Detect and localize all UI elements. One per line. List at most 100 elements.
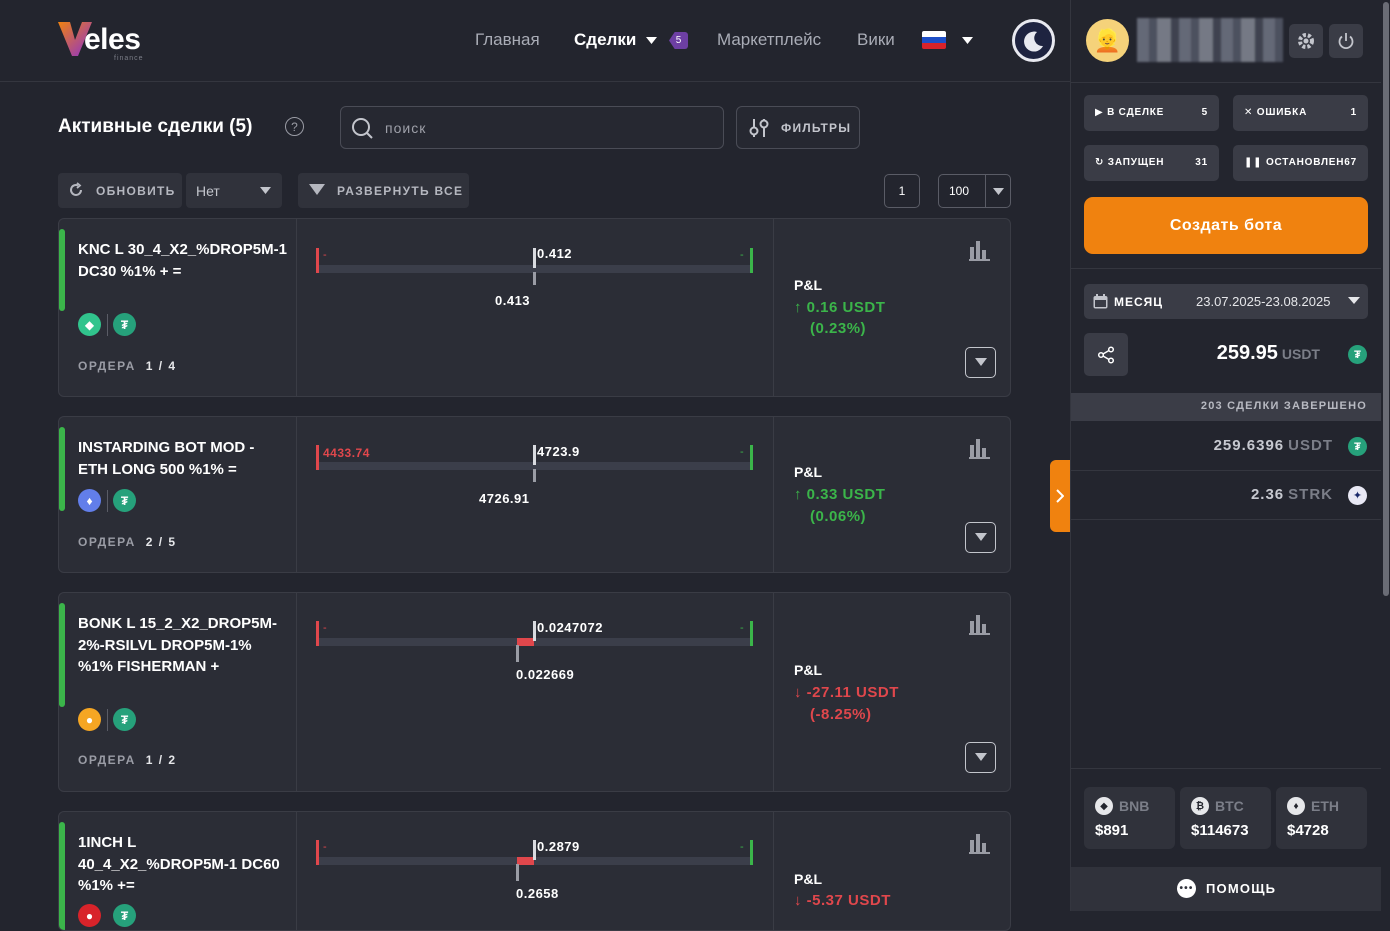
current-price: 0.0247072 (537, 620, 603, 635)
pnl-percent: (-8.25%) (810, 706, 872, 723)
status-running-button[interactable]: ↻ ЗАПУЩЕН 31 (1084, 145, 1219, 181)
stop-loss-label: - (323, 622, 327, 634)
profit-row-strk: 2.36 STRK ✦ (1071, 471, 1381, 520)
stop-loss-label: 4433.74 (323, 446, 370, 460)
page-title: Активные сделки (5) (58, 116, 253, 137)
current-price-marker (533, 621, 536, 641)
page-scrollbar[interactable] (1381, 0, 1390, 911)
chart-bars-icon[interactable] (969, 241, 991, 261)
profit-row-usdt: 259.6396 USDT ₮ (1071, 422, 1381, 471)
filter-sliders-icon (749, 119, 769, 137)
theme-toggle-moon-icon[interactable] (1012, 19, 1055, 62)
nav-home[interactable]: Главная (475, 30, 540, 49)
status-in-deal-button[interactable]: ▶ В СДЕЛКЕ 5 (1084, 95, 1219, 131)
refresh-icon (70, 182, 82, 196)
current-price: 0.2879 (537, 839, 580, 854)
expand-deal-button[interactable] (965, 522, 996, 553)
stop-loss-marker (316, 621, 319, 646)
entry-price-marker (516, 645, 519, 662)
share-icon[interactable] (1084, 333, 1128, 376)
top-header: eles finance Главная Сделки 5 Маркетплей… (0, 0, 1070, 82)
deal-name[interactable]: 1INCH L 40_4_X2_%DROP5M-1 DC60 %1% += (78, 834, 280, 894)
take-profit-label: - (740, 622, 744, 634)
help-button[interactable]: ••• ПОМОЩЬ (1071, 867, 1381, 911)
loss-fill (517, 857, 534, 865)
bonk-coin-icon: ● (78, 708, 101, 731)
deal-status-bar (59, 427, 65, 511)
period-label: МЕСЯЦ (1114, 295, 1164, 309)
chevron-down-icon (974, 753, 987, 761)
nav-deals[interactable]: Сделки (574, 30, 637, 49)
eth-coin-icon: ♦ (1287, 797, 1305, 815)
deal-name[interactable]: KNC L 30_4_X2_%DROP5M-1 DC30 %1% + = (78, 241, 287, 280)
user-avatar[interactable]: 👱 (1086, 19, 1129, 62)
chevron-down-icon (1348, 297, 1360, 304)
pnl-value: ↑ 0.33 USDT (794, 486, 886, 503)
expand-deal-button[interactable] (965, 742, 996, 773)
refresh-icon: ↻ (1095, 157, 1108, 168)
deal-orders: ОРДЕРА 2 / 5 (78, 535, 177, 549)
take-profit-marker (750, 621, 753, 646)
strk-coin-icon: ✦ (1348, 486, 1367, 505)
deals-dropdown-icon[interactable] (646, 37, 657, 45)
stop-loss-marker (316, 445, 319, 470)
chart-bars-icon[interactable] (969, 439, 991, 459)
page-number-button[interactable]: 1 (884, 174, 920, 208)
refresh-label: ОБНОВИТЬ (96, 184, 176, 198)
username-blurred (1137, 18, 1283, 62)
right-sidebar: 👱 ▶ В СДЕЛКЕ 5 ✕ ОШИБКА 1 ↻ ЗАПУЩЕН 31 ❚… (1070, 0, 1381, 911)
nav-wiki[interactable]: Вики (857, 30, 895, 49)
chat-bubble-icon: ••• (1177, 879, 1196, 898)
period-select[interactable]: МЕСЯЦ 23.07.2025-23.08.2025 (1084, 284, 1368, 319)
chart-bars-icon[interactable] (969, 834, 991, 854)
usdt-coin-icon: ₮ (113, 904, 136, 927)
status-error-button[interactable]: ✕ ОШИБКА 1 (1233, 95, 1368, 131)
usdt-coin-icon: ₮ (113, 708, 136, 731)
per-page-select[interactable]: 100 (938, 174, 1011, 208)
expand-all-label: РАЗВЕРНУТЬ ВСЕ (337, 184, 464, 198)
create-bot-button[interactable]: Создать бота (1084, 197, 1368, 254)
take-profit-label: - (740, 841, 744, 853)
deal-orders: ОРДЕРА 1 / 4 (78, 359, 177, 373)
deal-name[interactable]: BONK L 15_2_X2_DROP5M-2%-RSILVL DROP5M-1… (78, 615, 277, 675)
language-dropdown-icon[interactable] (962, 37, 973, 45)
deal-status-bar (59, 822, 65, 930)
entry-price-marker (516, 864, 519, 881)
entry-price: 0.413 (495, 293, 531, 308)
language-flag-icon[interactable] (922, 31, 946, 49)
deal-card[interactable]: KNC L 30_4_X2_%DROP5M-1 DC30 %1% + = ◆ ₮… (58, 218, 1011, 397)
pnl-percent: (0.06%) (810, 508, 867, 525)
nav-marketplace[interactable]: Маркетплейс (717, 30, 822, 49)
stop-loss-marker (316, 840, 319, 865)
filters-label: ФИЛЬТРЫ (781, 121, 852, 135)
deal-card[interactable]: 1INCH L 40_4_X2_%DROP5M-1 DC60 %1% += ● … (58, 811, 1011, 931)
logout-power-icon[interactable] (1329, 24, 1363, 58)
bnb-coin-icon: ◆ (1095, 797, 1113, 815)
expand-deal-button[interactable] (965, 347, 996, 378)
deal-card[interactable]: INSTARDING BOT MOD - ETH LONG 500 %1% = … (58, 416, 1011, 573)
period-range: 23.07.2025-23.08.2025 (1196, 294, 1331, 309)
take-profit-marker (750, 248, 753, 273)
sort-select[interactable]: Нет (186, 173, 282, 208)
total-profit: 259.95 USDT (1216, 342, 1320, 364)
help-label: ПОМОЩЬ (1206, 881, 1277, 896)
filters-button[interactable]: ФИЛЬТРЫ (736, 106, 860, 149)
deal-card[interactable]: BONK L 15_2_X2_DROP5M-2%-RSILVL DROP5M-1… (58, 592, 1011, 792)
pnl-value: ↓ -27.11 USDT (794, 684, 899, 701)
search-placeholder: поиск (385, 120, 427, 136)
deal-name[interactable]: INSTARDING BOT MOD - ETH LONG 500 %1% = (78, 439, 255, 478)
scrollbar-thumb[interactable] (1383, 2, 1389, 596)
entry-price-marker (533, 272, 536, 285)
chevron-down-icon (993, 188, 1004, 195)
settings-gear-icon[interactable] (1289, 24, 1323, 58)
usdt-coin-icon: ₮ (113, 313, 136, 336)
expand-all-button[interactable]: РАЗВЕРНУТЬ ВСЕ (298, 173, 469, 208)
entry-price: 4726.91 (479, 491, 530, 506)
veles-logo[interactable]: eles finance (58, 18, 158, 64)
sidebar-collapse-handle[interactable] (1050, 460, 1070, 532)
status-stopped-button[interactable]: ❚❚ ОСТАНОВЛЕН 67 (1233, 145, 1368, 181)
chart-bars-icon[interactable] (969, 615, 991, 635)
search-input[interactable]: поиск (340, 106, 724, 149)
help-question-icon[interactable]: ? (285, 117, 304, 136)
refresh-button[interactable]: ОБНОВИТЬ (58, 173, 182, 208)
